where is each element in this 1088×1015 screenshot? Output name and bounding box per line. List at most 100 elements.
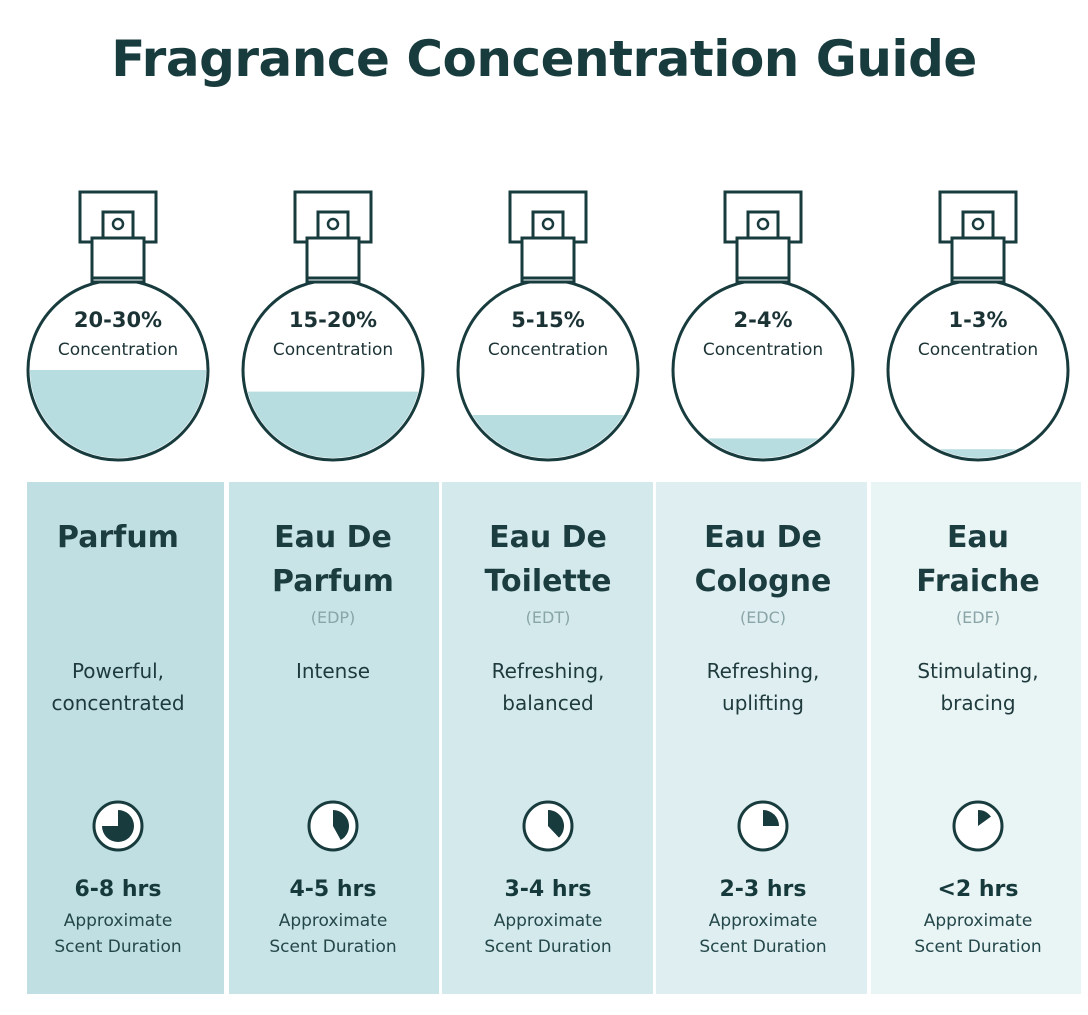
fragrance-name-line1: Eau De [489,520,607,555]
duration-hours: 3-4 hrs [504,877,592,902]
duration-hours: 2-3 hrs [719,877,807,902]
fragrance-name-line1: Eau De [274,520,392,555]
fragrance-description: Refreshing, balanced [442,655,654,719]
perfume-bottle-icon [456,190,640,462]
column-panel [442,482,653,994]
description-line: Powerful, [71,659,165,683]
duration-label-line: Scent Duration [699,937,827,957]
liquid-level [675,438,851,458]
fragrance-name: Eau Fraiche [872,516,1084,604]
perfume-bottle-icon [26,190,210,462]
fragrance-description: Powerful, concentrated [12,655,224,719]
clock-pie-icon [952,800,1004,852]
clock-pie-icon [737,800,789,852]
fragrance-column: 15-20% Concentration Eau De Parfum (EDP) Inte… [227,0,439,1015]
fragrance-description: Intense [227,655,439,687]
duration-label-line: Scent Duration [269,937,397,957]
fragrance-column: 20-30% Concentration Parfum Powerful, concen… [12,0,224,1015]
concentration-percent: 20-30% [73,308,163,332]
fragrance-column: 5-15% Concentration Eau De Toilette (EDT) Ref… [442,0,654,1015]
liquid-level [30,370,206,458]
fragrance-description: Refreshing, uplifting [657,655,869,719]
description-line: balanced [502,691,594,715]
duration-label: Approximate Scent Duration [872,908,1084,960]
duration-hours: 4-5 hrs [289,877,377,902]
concentration-percent: 15-20% [288,308,378,332]
concentration-label: Concentration [702,340,824,360]
liquid-level [890,449,1066,458]
fragrance-abbreviation: (EDP) [310,608,356,627]
description-line: concentrated [51,691,185,715]
description-line: bracing [940,691,1016,715]
description-line: uplifting [722,691,804,715]
concentration-label: Concentration [917,340,1039,360]
concentration-label: Concentration [57,340,179,360]
bottle-body [671,278,855,462]
duration-wedge [978,810,991,826]
clock-pie-icon [522,800,574,852]
fragrance-name: Parfum [12,516,224,560]
concentration-percent: 1-3% [948,308,1008,332]
duration-label-line: Approximate [278,911,388,931]
fragrance-name-line1: Eau [946,520,1010,555]
duration-label-line: Approximate [63,911,173,931]
concentration-percent: 2-4% [733,308,793,332]
duration-wedge [333,810,350,841]
fragrance-abbreviation: (EDF) [955,608,1001,627]
perfume-bottle-icon [241,190,425,462]
bottle-nozzle [316,210,350,240]
fragrance-column: 1-3% Concentration Eau Fraiche (EDF) Stimulat… [872,0,1084,1015]
bottle-nozzle [746,210,780,240]
fragrance-abbreviation: (EDC) [739,608,787,627]
duration-label-line: Approximate [923,911,1033,931]
duration-wedge [548,810,564,838]
liquid-level [460,415,636,458]
fragrance-name-line2: Cologne [694,564,832,599]
duration-wedge [102,810,134,842]
duration-label: Approximate Scent Duration [657,908,869,960]
perfume-bottle-icon [671,190,855,462]
duration-hours: 6-8 hrs [74,877,162,902]
perfume-bottle-icon [886,190,1070,462]
bottle-body [886,278,1070,462]
page-title: Fragrance Concentration Guide [111,30,977,88]
fragrance-name: Eau De Cologne [657,516,869,604]
clock-pie-icon [92,800,144,852]
duration-label-line: Scent Duration [54,937,182,957]
fragrance-name-line2: Toilette [484,564,612,599]
bottle-nozzle [531,210,565,240]
duration-label: Approximate Scent Duration [227,908,439,960]
description-line: Refreshing, [491,659,605,683]
duration-wedge [763,810,779,826]
description-line: Intense [295,659,371,683]
fragrance-name-line1: Eau De [704,520,822,555]
duration-label: Approximate Scent Duration [12,908,224,960]
fragrance-name-line2: Fraiche [916,564,1040,599]
clock-pie-icon [307,800,359,852]
column-panel [656,482,867,994]
duration-label-line: Approximate [708,911,818,931]
bottle-nozzle [961,210,995,240]
duration-label-line: Approximate [493,911,603,931]
description-line: Stimulating, [917,659,1039,683]
fragrance-name-line2: Parfum [272,564,394,599]
fragrance-name: Eau De Toilette [442,516,654,604]
duration-hours: <2 hrs [937,877,1019,902]
bottle-nozzle [101,210,135,240]
concentration-label: Concentration [487,340,609,360]
fragrance-name: Eau De Parfum [227,516,439,604]
column-panel [229,482,439,994]
liquid-level [245,391,421,458]
duration-label-line: Scent Duration [914,937,1042,957]
description-line: Refreshing, [706,659,820,683]
duration-label-line: Scent Duration [484,937,612,957]
fragrance-name-line1: Parfum [57,520,179,555]
fragrance-description: Stimulating, bracing [872,655,1084,719]
column-panel [871,482,1081,994]
fragrance-abbreviation: (EDT) [525,608,571,627]
fragrance-column: 2-4% Concentration Eau De Cologne (EDC) Refre… [657,0,869,1015]
concentration-label: Concentration [272,340,394,360]
concentration-percent: 5-15% [511,308,585,332]
column-panel [27,482,224,994]
duration-label: Approximate Scent Duration [442,908,654,960]
